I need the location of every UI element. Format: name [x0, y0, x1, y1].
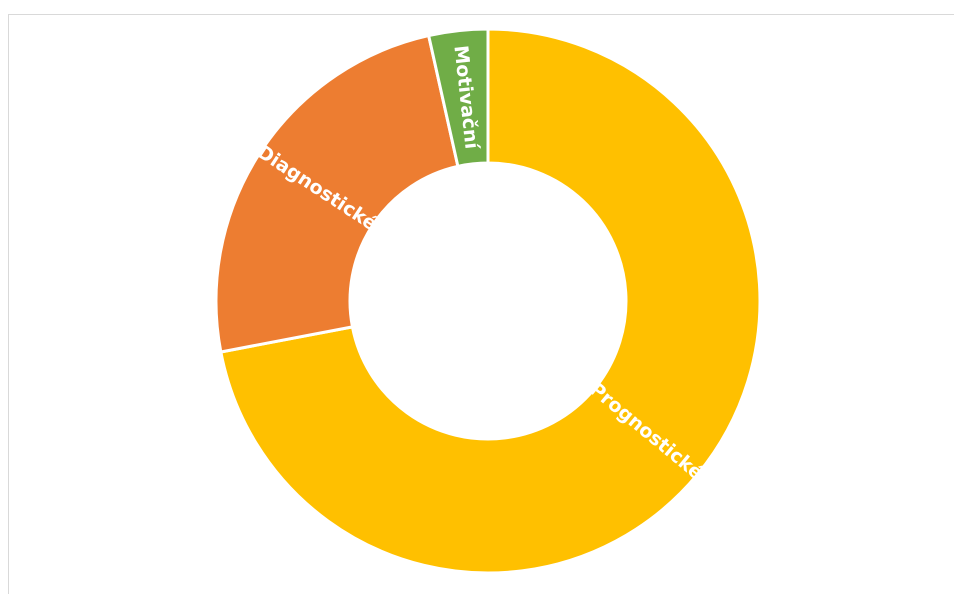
- slice-diagnosticke: [214, 34, 460, 354]
- slice-prognosticke: [219, 27, 762, 575]
- slice-motivacni: [427, 27, 490, 168]
- slices-layer: [214, 27, 762, 575]
